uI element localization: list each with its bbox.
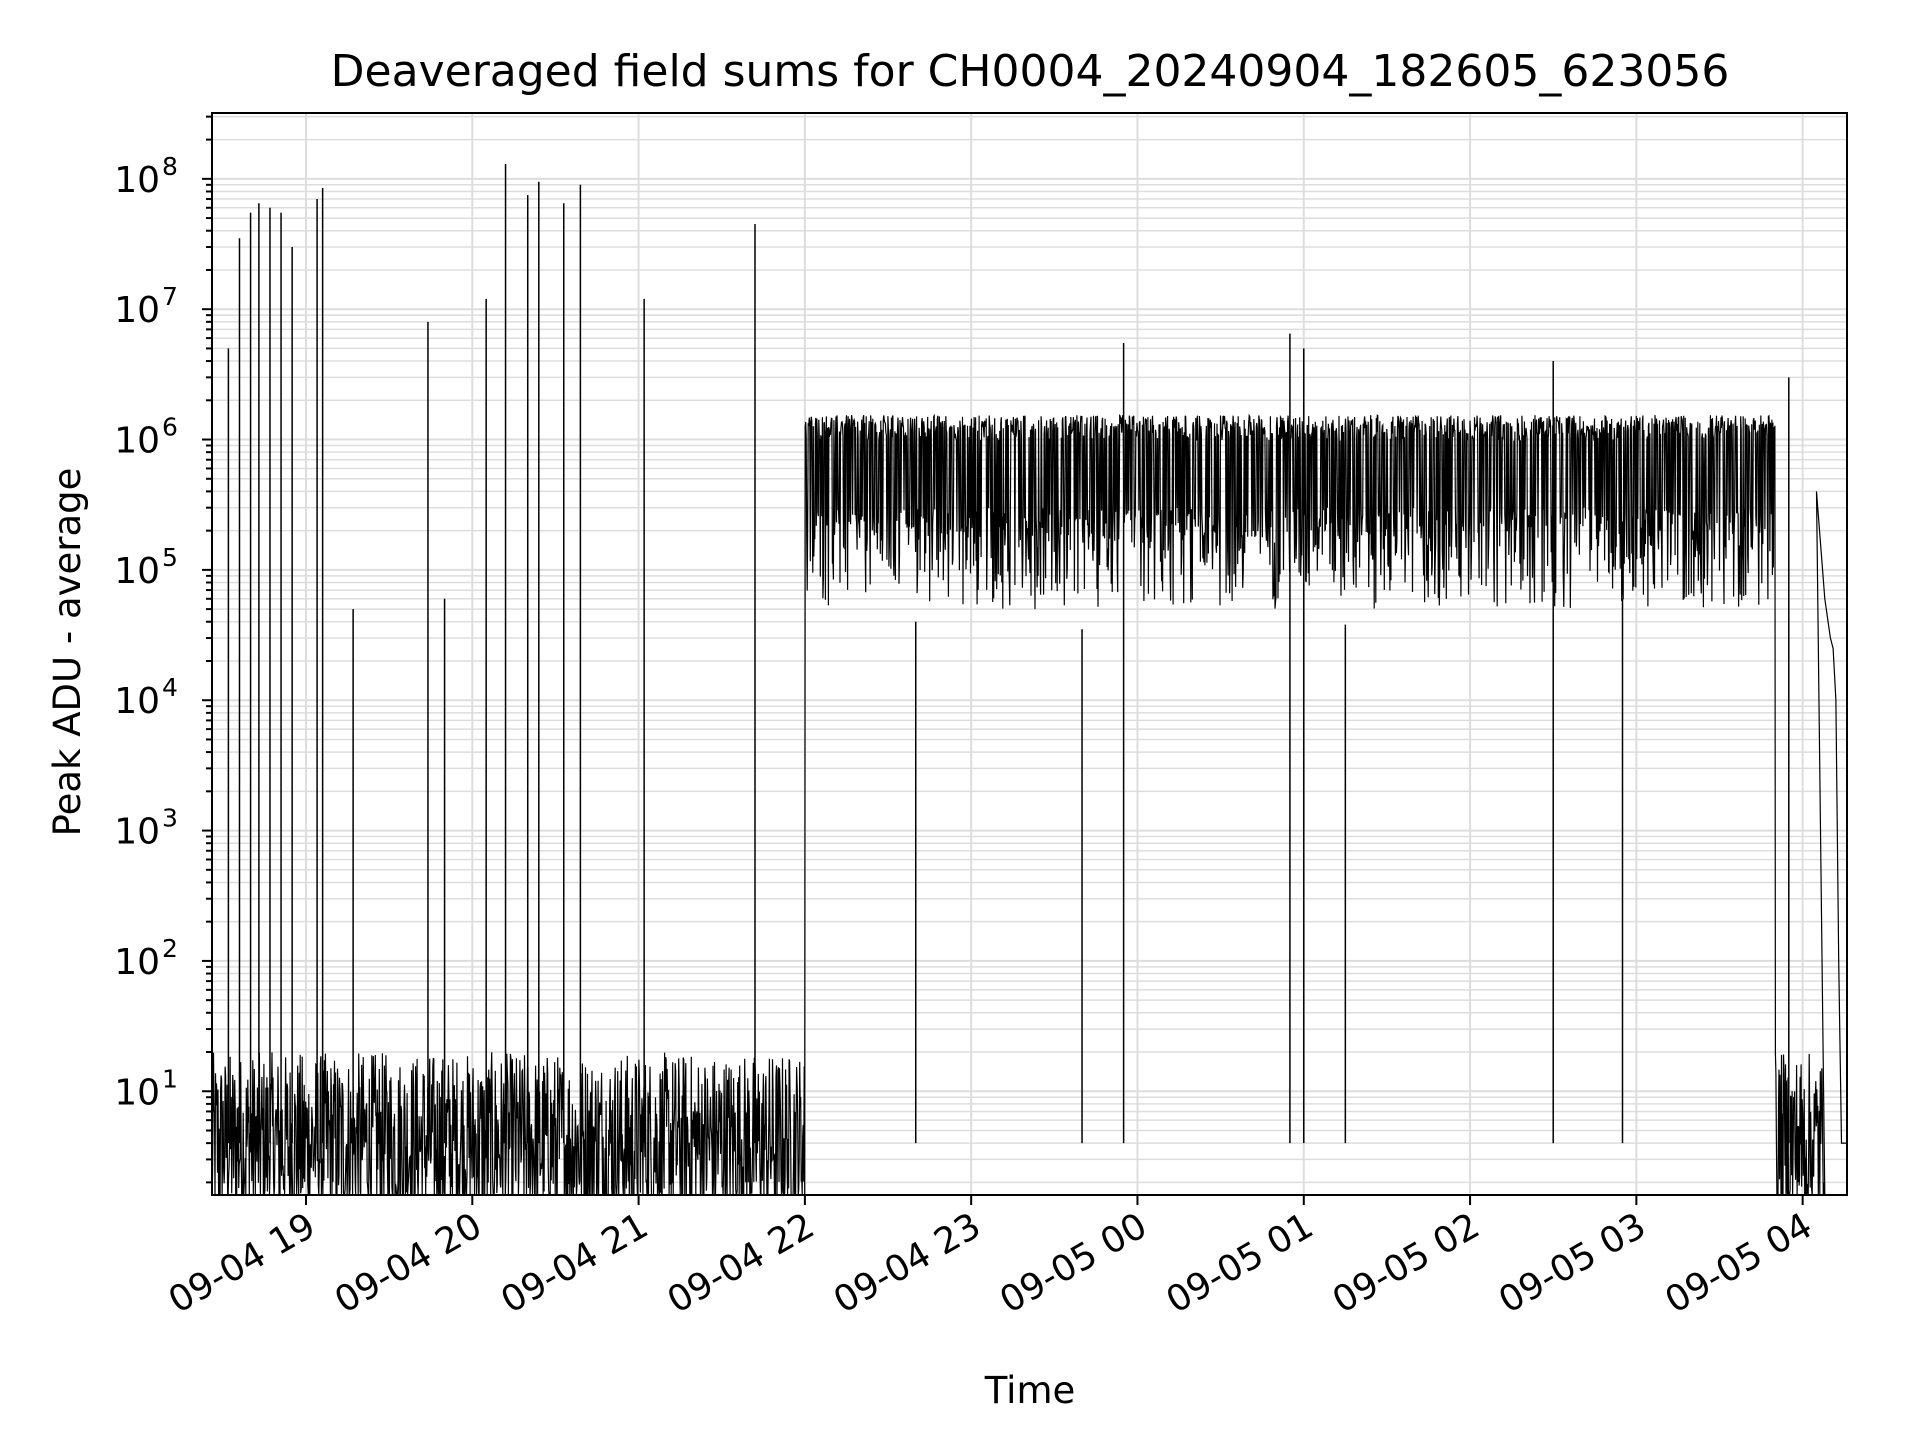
y-axis-label: Peak ADU - average xyxy=(46,468,89,837)
y-tick-exponent: 4 xyxy=(162,673,178,702)
x-tick-label: 09-04 22 xyxy=(661,1205,822,1321)
x-tick-label: 09-05 03 xyxy=(1492,1205,1653,1321)
x-axis-label: Time xyxy=(984,1369,1076,1412)
x-tick-label: 09-05 00 xyxy=(993,1205,1154,1321)
y-tick-label: 10 xyxy=(114,681,160,722)
y-tick-exponent: 1 xyxy=(162,1064,178,1093)
x-tick-label: 09-05 04 xyxy=(1658,1205,1819,1321)
y-tick-label: 10 xyxy=(114,160,160,201)
y-tick-exponent: 8 xyxy=(162,152,178,181)
y-tick-exponent: 6 xyxy=(162,413,178,442)
y-tick-exponent: 7 xyxy=(162,282,178,311)
y-tick-exponent: 2 xyxy=(162,934,178,963)
y-tick-label: 10 xyxy=(114,290,160,331)
x-tick-label: 09-05 02 xyxy=(1326,1205,1487,1321)
plot-area xyxy=(212,163,1847,1195)
y-tick-label: 10 xyxy=(114,551,160,592)
x-tick-label: 09-04 20 xyxy=(328,1205,489,1321)
y-tick-label: 10 xyxy=(114,812,160,853)
y-tick-exponent: 3 xyxy=(162,804,178,833)
y-tick-label: 10 xyxy=(114,421,160,462)
y-tick-label: 10 xyxy=(114,1072,160,1113)
y-tick-exponent: 5 xyxy=(162,543,178,572)
x-tick-label: 09-05 01 xyxy=(1160,1205,1321,1321)
y-tick-label: 10 xyxy=(114,942,160,983)
x-tick-label: 09-04 23 xyxy=(827,1205,988,1321)
plot-frame xyxy=(211,112,1848,1196)
grid xyxy=(212,113,1847,1195)
x-tick-label: 09-04 21 xyxy=(494,1205,655,1321)
series-line xyxy=(212,413,1847,1195)
x-tick-label: 09-04 19 xyxy=(162,1205,323,1321)
chart-title: Deaveraged field sums for CH0004_2024090… xyxy=(331,46,1730,97)
